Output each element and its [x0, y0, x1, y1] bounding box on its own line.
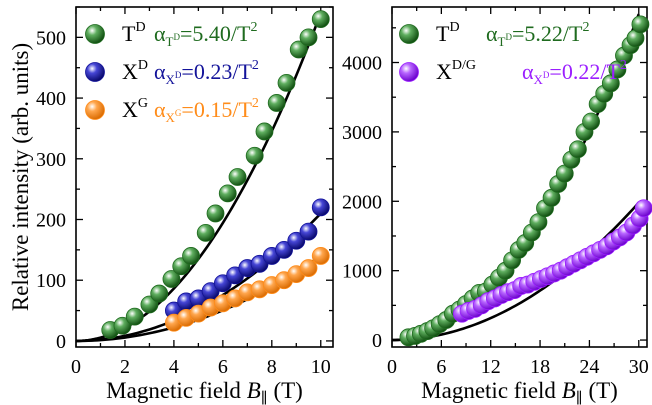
legend-marker: [399, 24, 419, 44]
data-point: [277, 73, 296, 92]
y-tick-label: 300: [36, 149, 66, 171]
data-point: [196, 223, 215, 242]
data-point: [275, 240, 293, 259]
plot-frame: [391, 6, 648, 348]
x-axis-label: Magnetic field B∥ (T): [421, 378, 618, 405]
data-point: [311, 247, 330, 265]
x-tick-label: 18: [530, 356, 550, 378]
x-tick-label: 4: [169, 356, 179, 378]
data-point: [634, 199, 652, 218]
legend-alpha-value: αTD=5.40/T2: [154, 20, 257, 49]
data-point: [631, 15, 650, 34]
legend-series-name: TD: [436, 20, 460, 46]
fit-curve-x-dg: [391, 201, 640, 342]
data-point: [311, 10, 330, 29]
legend-marker: [399, 62, 419, 82]
data-point: [206, 204, 225, 223]
data-point: [287, 231, 306, 250]
legend-series-name: XG: [122, 96, 148, 122]
y-tick-label: 3000: [342, 122, 382, 144]
x-tick-label: 6: [436, 356, 446, 378]
data-point: [569, 140, 587, 159]
x-tick-label: 12: [481, 356, 501, 378]
y-tick-label: 4000: [342, 53, 382, 75]
data-point: [299, 222, 318, 241]
x-tick-label: 0: [71, 356, 81, 378]
data-point: [162, 270, 181, 288]
data-point: [582, 112, 600, 131]
data-point: [289, 40, 308, 59]
data-point: [228, 168, 247, 186]
legend-marker: [85, 62, 105, 82]
plot-frame: [75, 6, 334, 348]
y-tick-label: 1000: [342, 261, 382, 283]
legend-alpha-value: αXD=0.22/T2: [522, 58, 627, 87]
x-tick-label: 30: [629, 356, 649, 378]
legend-alpha-value: αXD=0.23/T2: [154, 58, 259, 87]
y-tick-label: 2000: [342, 191, 382, 213]
legend-series-name: TD: [122, 20, 146, 46]
x-tick-label: 0: [387, 356, 397, 378]
data-point: [267, 94, 286, 112]
y-axis-label: Relative intensity (arb. units): [8, 43, 33, 311]
y-tick-label: 500: [36, 27, 66, 49]
x-tick-label: 8: [267, 356, 277, 378]
legend-marker: [85, 24, 105, 44]
data-point: [182, 247, 200, 265]
x-tick-label: 2: [120, 356, 130, 378]
legend-alpha-value: αXG=0.15/T2: [154, 96, 259, 125]
x-axis-label: Magnetic field B∥ (T): [106, 378, 303, 405]
y-tick-label: 200: [36, 210, 66, 232]
y-tick-label: 400: [36, 88, 66, 110]
y-tick-label: 100: [36, 270, 66, 292]
x-tick-label: 24: [579, 356, 599, 378]
legend-series-name: XD: [122, 58, 148, 84]
data-point: [311, 198, 330, 217]
data-point: [150, 284, 169, 303]
x-tick-label: 6: [218, 356, 228, 378]
data-point: [255, 122, 274, 141]
legend-marker: [85, 100, 105, 120]
data-point: [245, 146, 264, 165]
legend-series-name: XD/G: [436, 58, 476, 84]
data-point: [125, 307, 144, 326]
y-tick-label: 0: [372, 330, 382, 352]
data-point: [299, 259, 318, 277]
right-panel: 0 6 12 18 24 30 0 1000 2000 3000 4000 Magnetic fiel…: [342, 6, 652, 405]
data-point: [299, 28, 318, 47]
y-tick-label: 0: [56, 331, 66, 353]
x-tick-label: 10: [311, 356, 331, 378]
data-point: [113, 316, 132, 335]
legend-alpha-value: αTD=5.22/T2: [486, 20, 589, 49]
data-point: [218, 184, 237, 203]
